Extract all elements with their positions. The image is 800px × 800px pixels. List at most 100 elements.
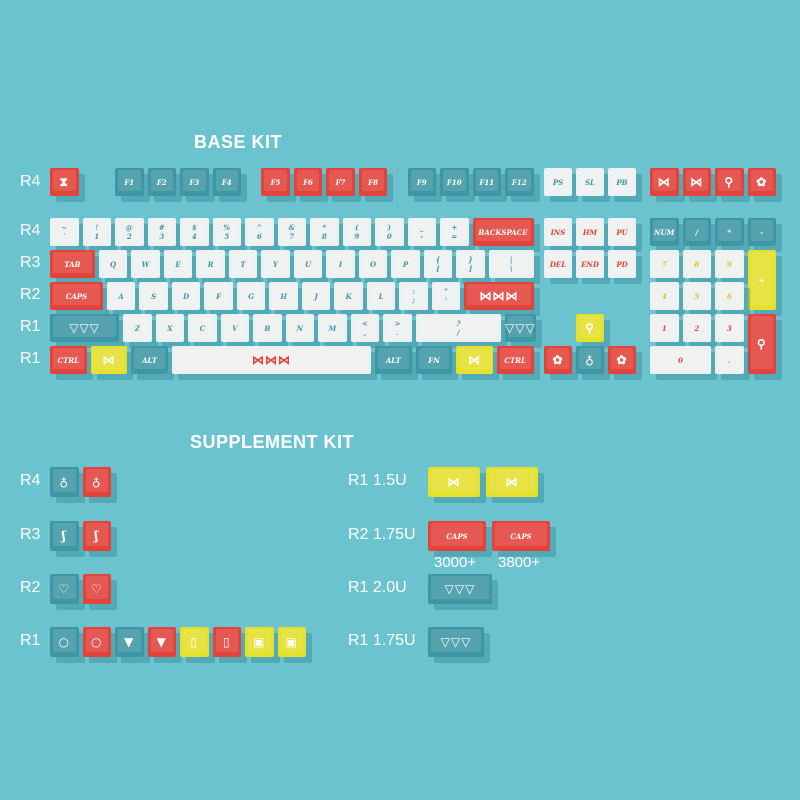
key-v: V — [220, 314, 250, 342]
candy-icon: ⋈ — [505, 474, 519, 489]
key-legend: PB — [616, 177, 628, 187]
key-cup: ♁ — [50, 467, 79, 497]
key-"': " ' — [431, 282, 461, 310]
key-legend: ! 1 — [94, 223, 100, 241]
key-legend: # 3 — [158, 223, 165, 241]
row-label: R2 1.75U — [348, 526, 416, 543]
key-?/: ? / — [415, 314, 501, 342]
key-candy-cane: ʃ — [82, 521, 111, 551]
row-label: R4 — [20, 222, 41, 239]
key-legend: CTRL — [504, 355, 526, 365]
key-q: Q — [98, 250, 128, 278]
key-+: + — [747, 250, 776, 310]
key-e: E — [163, 250, 193, 278]
key-legend: O — [369, 259, 377, 269]
gift-icon: ▣ — [253, 634, 266, 649]
key->.: > . — [383, 314, 412, 342]
key-legend: + = — [451, 223, 458, 241]
key-lollipop: ⚲ — [576, 314, 604, 342]
key-0: 0 — [650, 346, 711, 374]
key-r: R — [196, 250, 225, 278]
key-legend: PS — [552, 177, 564, 187]
key-u: U — [293, 250, 323, 278]
key-legend: 6 — [726, 291, 732, 301]
key-7: 7 — [650, 250, 679, 278]
key-legend: - — [760, 227, 764, 237]
key-legend: PD — [616, 259, 628, 269]
key-legend: 0 — [678, 355, 683, 365]
candies-color-icon: ⋈⋈⋈ — [251, 352, 291, 367]
key-num: NUM — [650, 218, 679, 246]
key-bottle: ▯ — [180, 627, 209, 657]
key-legend: F5 — [270, 177, 281, 187]
key-legend: F1 — [124, 177, 135, 187]
cookie-icon: ✿ — [756, 174, 768, 189]
ice-cream-icon: ▼ — [156, 634, 167, 649]
key-bunting: ▽▽▽ — [505, 314, 536, 342]
key-sl: SL — [576, 168, 604, 196]
row-label: R1 — [20, 350, 41, 367]
row-label: R1 1.5U — [348, 472, 407, 489]
lollipop-icon: ⚲ — [756, 336, 767, 351]
key-bottle: ▯ — [212, 627, 241, 657]
key-|\: | \ — [488, 250, 534, 278]
key-6: 6 — [715, 282, 744, 310]
key-legend: * 8 — [321, 223, 327, 241]
key-lollipop: ⚲ — [715, 168, 744, 196]
key-balloon: ○ — [82, 627, 111, 657]
row-label: R2 — [20, 286, 41, 303]
key-z: Z — [123, 314, 152, 342]
candy-icon: ⋈ — [690, 174, 704, 189]
row-label: R1 2.0U — [348, 579, 407, 596]
key-heart-magnifier: ♡ — [50, 574, 79, 604]
key-x: X — [155, 314, 185, 342]
key-legend: M — [328, 323, 337, 333]
key-ice-cream: ▼ — [147, 627, 176, 657]
key-~`: ~ ` — [50, 218, 79, 246]
key-legend: | \ — [509, 255, 513, 273]
key-legend: C — [199, 323, 206, 333]
key-<,: < , — [350, 314, 380, 342]
key-9: 9 — [715, 250, 744, 278]
key-legend: { [ — [435, 255, 441, 273]
key-legend: ALT — [385, 355, 401, 365]
key-legend: F7 — [335, 177, 346, 187]
row-label: R3 — [20, 526, 41, 543]
candy-icon: ⋈ — [447, 474, 461, 489]
key-pd: PD — [608, 250, 636, 278]
key-hm: HM — [576, 218, 604, 246]
key-m: M — [318, 314, 347, 342]
heart-magnifier-icon: ♡ — [58, 581, 71, 596]
key-legend: 7 — [661, 259, 667, 269]
key-w: W — [131, 250, 160, 278]
key-legend: X — [167, 323, 173, 333]
key-legend: J — [314, 291, 318, 301]
key-legend: ? / — [456, 319, 461, 337]
cup-icon: ♁ — [585, 352, 595, 367]
key-f7: F7 — [326, 168, 355, 196]
key-legend: } ] — [468, 255, 473, 273]
key-f4: F4 — [212, 168, 241, 196]
key-legend: F6 — [303, 177, 313, 187]
key-p: P — [391, 250, 420, 278]
key-legend: " ' — [444, 287, 448, 305]
key-5: 5 — [682, 282, 711, 310]
key-alt: ALT — [131, 346, 168, 374]
gift-icon: ▣ — [285, 634, 298, 649]
price-note: 3000+ — [434, 554, 477, 571]
key-legend: % 5 — [223, 223, 231, 241]
key-legend: K — [345, 291, 352, 301]
key-legend: Z — [134, 323, 140, 333]
key-cookie: ✿ — [544, 346, 572, 374]
key-caps: CAPS — [492, 521, 550, 551]
candies-icon: ⋈⋈⋈ — [479, 288, 519, 303]
heart-magnifier-icon: ♡ — [90, 581, 103, 596]
key-+=: + = — [440, 218, 469, 246]
key-legend: F9 — [416, 177, 427, 187]
key-gift: ▣ — [277, 627, 306, 657]
key-candies-color: ⋈⋈⋈ — [171, 346, 371, 374]
key-legend: ( 9 — [354, 223, 360, 241]
key-legend: HM — [582, 227, 598, 237]
key-legend: W — [141, 259, 150, 269]
key-.: . — [715, 346, 744, 374]
